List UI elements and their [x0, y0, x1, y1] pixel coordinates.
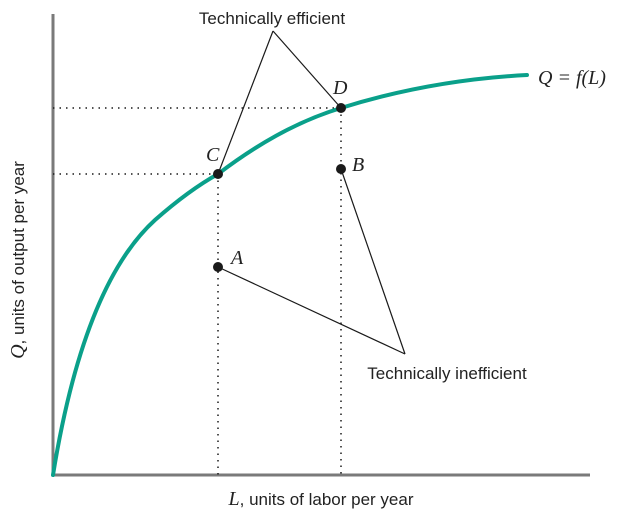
technically-efficient-label: Technically efficient: [199, 9, 345, 28]
production-curve: [51, 73, 529, 477]
point-a: [213, 262, 223, 272]
efficient-pointer-c: [217, 30, 274, 175]
point-a-label: A: [229, 247, 244, 269]
point-d-label: D: [332, 77, 348, 99]
x-axis-label-text: , units of labor per year: [240, 490, 414, 509]
y-axis-label: Q, units of output per year: [7, 161, 29, 359]
efficient-pointer-d: [272, 30, 342, 109]
point-c: [213, 169, 223, 179]
technically-inefficient-label: Technically inefficient: [367, 364, 527, 383]
point-b-label: B: [352, 154, 364, 176]
inefficient-pointer-b: [340, 168, 406, 355]
curve-equation-label: Q = f(L): [538, 67, 606, 89]
y-axis-label-variable: Q: [7, 344, 29, 359]
x-axis-label-variable: L: [228, 488, 240, 510]
point-b: [336, 164, 346, 174]
x-axis-label: L, units of labor per year: [228, 488, 414, 510]
point-d: [336, 103, 346, 113]
point-c-label: C: [206, 144, 220, 166]
inefficient-pointer-a: [217, 266, 406, 355]
y-axis-label-text: , units of output per year: [9, 161, 28, 345]
